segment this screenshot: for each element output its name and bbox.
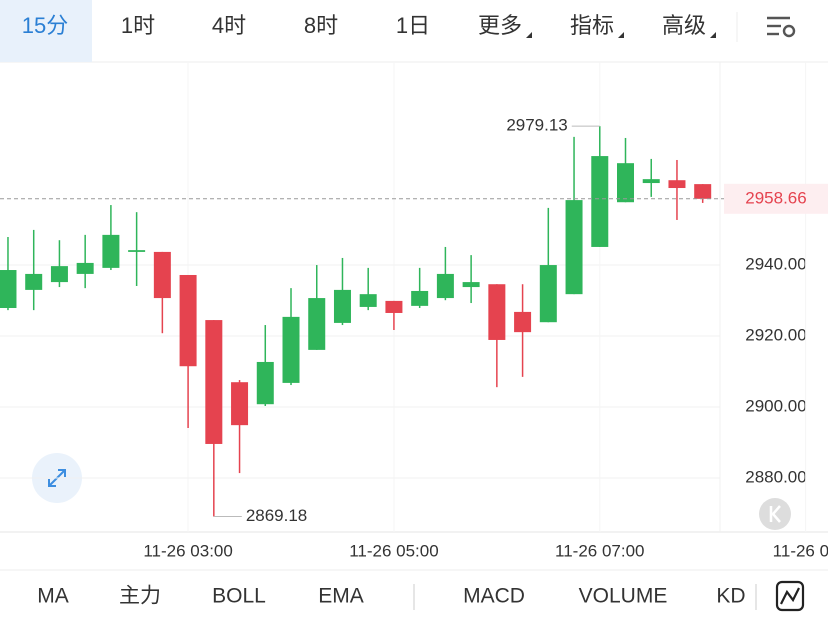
x-tick-label: 11-26 09 bbox=[773, 541, 828, 560]
x-tick-label: 11-26 03:00 bbox=[143, 541, 232, 560]
y-tick-label: 2900.00 bbox=[745, 397, 806, 416]
candle-body bbox=[694, 184, 712, 199]
candle-body bbox=[308, 298, 326, 350]
y-tick-label: 2920.00 bbox=[745, 326, 806, 345]
candle-body bbox=[50, 266, 68, 283]
tab[interactable]: 1日 bbox=[396, 13, 430, 38]
tab[interactable]: 8时 bbox=[304, 13, 338, 38]
dropdown-arrow bbox=[710, 32, 716, 38]
candle-body bbox=[539, 265, 557, 323]
dropdown-arrow bbox=[618, 32, 624, 38]
candle-body bbox=[205, 320, 223, 444]
max-label: 2979.13 bbox=[506, 116, 567, 135]
candle-body bbox=[617, 163, 635, 203]
candle-body bbox=[359, 294, 377, 307]
candle-body bbox=[514, 311, 532, 333]
dropdown-arrow bbox=[526, 32, 532, 38]
last-price-label: 2958.66 bbox=[745, 188, 806, 207]
y-tick-label: 2880.00 bbox=[745, 468, 806, 487]
indicator-tab[interactable]: VOLUME bbox=[579, 585, 668, 608]
tab[interactable]: 1时 bbox=[121, 13, 155, 38]
candle-body bbox=[153, 251, 171, 299]
candle-body bbox=[256, 361, 274, 405]
indicator-tab[interactable]: MACD bbox=[463, 585, 525, 608]
candle-body bbox=[231, 382, 249, 426]
indicator-tab[interactable]: MA bbox=[37, 585, 69, 608]
candle-body bbox=[642, 179, 660, 184]
settings-icon[interactable] bbox=[767, 16, 796, 38]
last-price-box bbox=[724, 183, 828, 214]
chart-type-icon[interactable] bbox=[775, 580, 805, 612]
tab[interactable]: 更多 bbox=[478, 13, 522, 38]
tab-highlight bbox=[0, 0, 92, 62]
candle-body bbox=[668, 180, 686, 189]
candle-body bbox=[436, 273, 454, 299]
candle-body bbox=[462, 282, 480, 288]
indicator-tab[interactable]: BOLL bbox=[212, 585, 266, 608]
candle-body bbox=[411, 290, 429, 306]
candle-body bbox=[591, 156, 609, 247]
candle-body bbox=[0, 270, 17, 309]
tab[interactable]: 指标 bbox=[570, 13, 614, 38]
indicator-tab[interactable]: 主力 bbox=[119, 585, 161, 608]
x-tick-label: 11-26 07:00 bbox=[555, 541, 644, 560]
tab[interactable]: 4时 bbox=[212, 13, 246, 38]
min-label: 2869.18 bbox=[246, 506, 307, 525]
candle-body bbox=[565, 200, 583, 295]
candle-body bbox=[333, 289, 351, 323]
candle-body bbox=[76, 262, 94, 274]
candle-body bbox=[282, 316, 300, 383]
tab[interactable]: 高级 bbox=[662, 13, 706, 38]
candle-body bbox=[488, 284, 506, 340]
x-tick-label: 11-26 05:00 bbox=[349, 541, 438, 560]
y-tick-label: 2940.00 bbox=[745, 255, 806, 274]
candle-body bbox=[128, 250, 146, 252]
candle-body bbox=[25, 273, 43, 290]
reset-button[interactable] bbox=[759, 498, 791, 530]
candle-body bbox=[385, 300, 403, 313]
tab[interactable]: 15分 bbox=[22, 13, 68, 38]
indicator-tab[interactable]: EMA bbox=[318, 585, 364, 608]
candle-body bbox=[102, 234, 120, 268]
indicator-tab[interactable]: KD bbox=[716, 585, 745, 608]
candle-body bbox=[179, 274, 197, 367]
